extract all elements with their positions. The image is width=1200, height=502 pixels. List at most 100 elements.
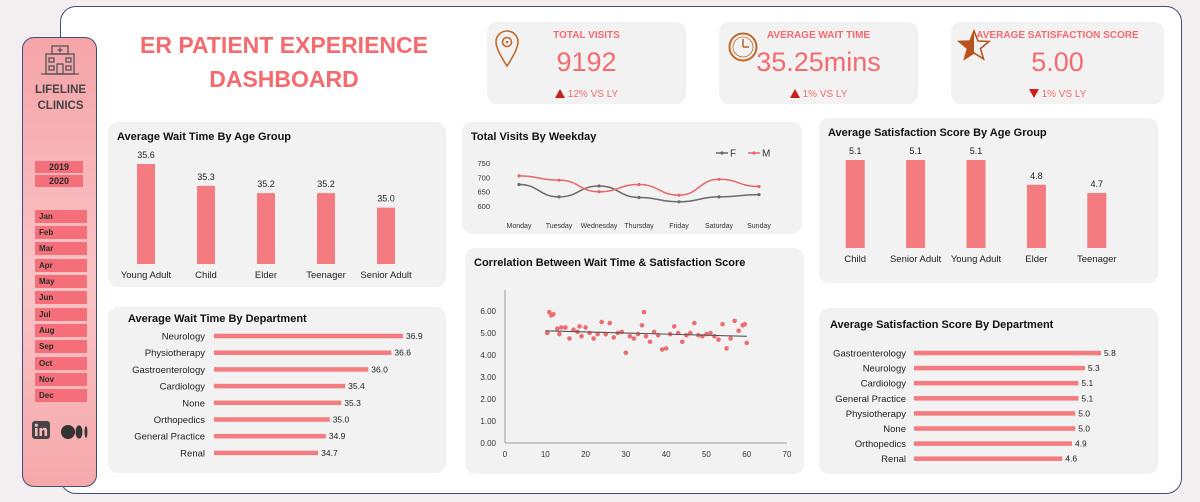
- bar: [214, 383, 346, 389]
- data-point: [563, 325, 568, 330]
- data-label: 35.2: [317, 179, 335, 189]
- x-tick-label: 10: [541, 450, 550, 459]
- month-mar-button[interactable]: Mar: [35, 242, 87, 255]
- x-tick-label: Tuesday: [546, 223, 573, 230]
- category-label: None: [182, 398, 205, 409]
- trend-line: [545, 330, 747, 337]
- bar: [966, 160, 986, 248]
- data-point: [643, 334, 649, 339]
- data-point: [611, 335, 617, 340]
- bar: [214, 433, 326, 439]
- category-label: Neurology: [162, 332, 206, 343]
- category-label: None: [883, 424, 906, 435]
- kpi-wait-title: AVERAGE WAIT TIME: [766, 30, 871, 41]
- panel-visits-by-weekday: Total Visits By Weekday 750 700 650 600 Mond…: [462, 122, 802, 234]
- month-aug-button[interactable]: Aug: [35, 324, 87, 337]
- data-point: [599, 319, 604, 325]
- bar: [214, 367, 369, 372]
- kpi-satisfaction-delta-text: 1% VS LY: [1041, 89, 1087, 100]
- category-label: Elder: [1025, 254, 1047, 265]
- data-label: 4.8: [1030, 171, 1043, 181]
- year-2020-button[interactable]: 2020: [35, 175, 83, 187]
- x-tick-label: 30: [621, 450, 630, 459]
- data-point: [517, 182, 521, 187]
- data-point: [688, 330, 693, 336]
- month-sep-button[interactable]: Sep: [35, 340, 87, 353]
- legend-marker: [720, 151, 724, 155]
- data-label: 5.8: [1104, 348, 1116, 358]
- data-point: [579, 334, 584, 339]
- x-tick-label: Thursday: [624, 223, 654, 230]
- data-point: [716, 337, 721, 342]
- category-label: Orthopedics: [855, 439, 906, 450]
- data-point: [545, 330, 550, 336]
- kpi-average-wait-time: AVERAGE WAIT TIME 35.25mins 1% VS LY: [719, 22, 918, 104]
- category-label: Child: [195, 270, 217, 281]
- bar: [914, 350, 1101, 356]
- year-2019-button[interactable]: 2019: [35, 161, 83, 173]
- month-jul-button[interactable]: Jul: [35, 308, 87, 321]
- data-point: [557, 195, 561, 199]
- data-label: 4.7: [1091, 179, 1104, 189]
- data-point: [567, 336, 572, 341]
- kpi-visits-delta: 12% VS LY: [487, 89, 686, 100]
- kpi-visits-title: TOTAL VISITS: [553, 30, 620, 41]
- bar: [214, 450, 319, 456]
- month-feb-button[interactable]: Feb: [35, 226, 87, 239]
- kpi-average-satisfaction: AVERAGE SATISFACTION SCORE 5.00 1% VS LY: [951, 22, 1164, 104]
- bar: [377, 207, 395, 264]
- half-star-icon: [957, 28, 991, 61]
- data-label: 5.1: [970, 146, 983, 156]
- month-nov-button[interactable]: Nov: [35, 373, 87, 386]
- data-point: [555, 326, 560, 331]
- data-label: 35.2: [257, 179, 275, 189]
- data-point: [659, 347, 665, 352]
- bar: [906, 160, 926, 248]
- data-label: 35.4: [348, 381, 365, 391]
- x-tick-label: Wednesday: [581, 223, 618, 230]
- data-label: 5.1: [909, 146, 922, 156]
- trend-up-icon: [554, 89, 565, 98]
- x-tick-label: Monday: [507, 223, 532, 230]
- chart-title: Average Satisfaction Score By Department: [830, 319, 1054, 331]
- data-label: 35.3: [344, 398, 361, 408]
- category-label: Young Adult: [121, 270, 172, 281]
- data-point: [623, 350, 629, 356]
- month-jan-button[interactable]: Jan: [35, 210, 87, 223]
- data-label: 35.6: [137, 150, 155, 160]
- data-point: [717, 177, 721, 181]
- bar: [914, 396, 1079, 401]
- bar: [214, 400, 342, 406]
- x-tick-label: 40: [662, 450, 671, 459]
- bar: [197, 185, 215, 264]
- data-label: 5.3: [1088, 363, 1100, 373]
- linkedin-icon[interactable]: [32, 421, 50, 439]
- month-jun-button[interactable]: Jun: [35, 291, 87, 304]
- category-label: Renal: [180, 448, 205, 459]
- month-oct-button[interactable]: Oct: [35, 357, 87, 370]
- data-point: [742, 321, 747, 327]
- data-point: [571, 327, 576, 332]
- data-label: 35.0: [333, 415, 350, 425]
- panel-wait-by-age: Average Wait Time By Age Group 35.6 Young…: [108, 122, 446, 287]
- data-label: 4.9: [1075, 439, 1087, 449]
- data-point: [557, 331, 562, 337]
- category-label: Teenager: [1077, 254, 1117, 265]
- chart-title: Correlation Between Wait Time & Satisfac…: [474, 257, 746, 269]
- month-may-button[interactable]: May: [35, 275, 87, 288]
- data-label: 5.0: [1078, 408, 1090, 418]
- data-point: [724, 346, 729, 351]
- medium-icon[interactable]: [61, 425, 89, 439]
- chart-satisfaction-by-age: 5.1 Child 5.1 Senior Adult 5.1 Young Adult 4.8…: [844, 146, 1117, 265]
- month-dec-button[interactable]: Dec: [35, 389, 87, 402]
- panel-satisfaction-by-age: Average Satisfaction Score By Age Group …: [819, 118, 1158, 283]
- category-label: Gastroenterology: [132, 365, 205, 376]
- panel-wait-vs-satisfaction: Correlation Between Wait Time & Satisfac…: [465, 248, 804, 474]
- data-point: [577, 324, 582, 329]
- data-point: [619, 329, 625, 335]
- month-apr-button[interactable]: Apr: [35, 259, 87, 272]
- bar: [914, 411, 1076, 416]
- kpi-total-visits: TOTAL VISITS 9192 12% VS LY: [487, 22, 686, 104]
- data-label: 36.0: [371, 364, 388, 374]
- data-point: [744, 340, 750, 346]
